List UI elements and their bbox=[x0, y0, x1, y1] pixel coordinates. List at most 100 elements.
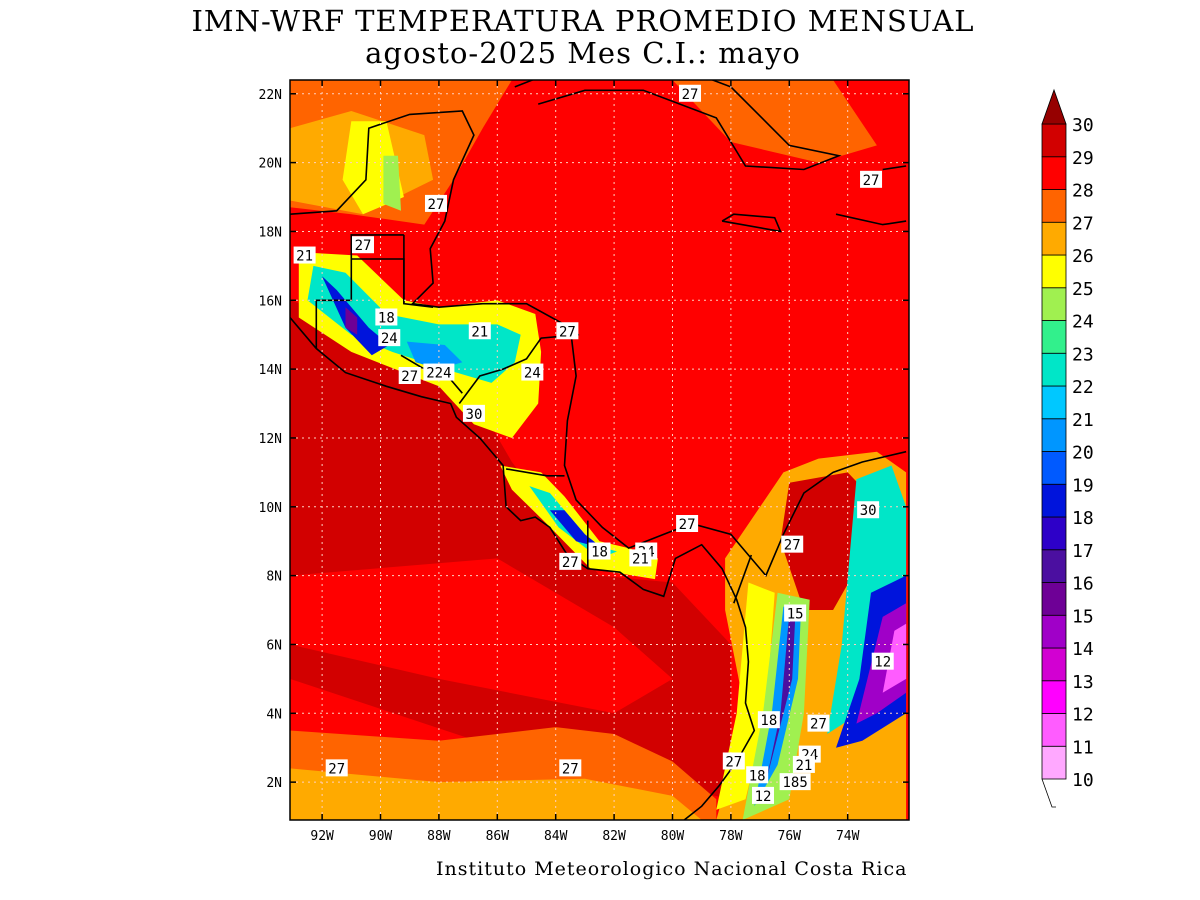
colorbar-label: 27 bbox=[1072, 213, 1094, 234]
contour-label: 12 bbox=[755, 789, 772, 805]
contour-label: 27 bbox=[784, 538, 801, 554]
colorbar-swatch bbox=[1041, 647, 1067, 682]
colorbar-top-arrow bbox=[1041, 88, 1067, 125]
contour-label-box bbox=[752, 786, 775, 804]
colorbar-swatch bbox=[1041, 123, 1067, 158]
title-line-1: IMN-WRF TEMPERATURA PROMEDIO MENSUAL bbox=[191, 4, 975, 38]
contour-labels: 2727272721182421272242724303027271824212… bbox=[293, 84, 894, 805]
contour-label: 27 bbox=[810, 717, 827, 733]
colorbar-swatch bbox=[1041, 549, 1067, 583]
colorbar-label: 30 bbox=[1072, 115, 1094, 136]
contour-label: 27 bbox=[562, 555, 579, 571]
colorbar-swatch bbox=[1041, 221, 1067, 256]
colorbar-label: 24 bbox=[1072, 312, 1094, 333]
lat-tick-label: 4N bbox=[266, 707, 282, 722]
contour-label-box bbox=[378, 329, 401, 347]
contour-label: 15 bbox=[787, 606, 804, 622]
colorbar-swatch bbox=[1041, 680, 1067, 714]
contour-label-box bbox=[860, 170, 883, 188]
contour-label: 30 bbox=[466, 407, 483, 423]
colorbar-label: 23 bbox=[1072, 344, 1094, 365]
lat-tick-label: 20N bbox=[259, 157, 282, 172]
lat-tick-label: 10N bbox=[259, 501, 282, 516]
contour-label-box bbox=[807, 714, 830, 732]
colorbar-swatch bbox=[1041, 189, 1067, 223]
contour-label-box bbox=[722, 752, 745, 770]
contour-label: 27 bbox=[428, 197, 445, 213]
colorbar: 10 11 12 13 14 15 16 17 18 19 20 21 22 23 24 25 26 27 28 29… bbox=[1041, 88, 1094, 808]
credit-text: Instituto Meteorologico Nacional Costa R… bbox=[436, 858, 908, 880]
contour-label: 21 bbox=[632, 551, 649, 567]
lon-tick-label: 86W bbox=[486, 829, 510, 844]
lat-tick-label: 12N bbox=[259, 432, 282, 447]
contour-label: 18 bbox=[378, 310, 395, 326]
colorbar-swatch bbox=[1041, 713, 1067, 747]
lon-tick-label: 78W bbox=[719, 829, 743, 844]
contour-label-box bbox=[462, 404, 485, 422]
colorbar-swatch bbox=[1041, 451, 1067, 485]
colorbar-swatch bbox=[1041, 483, 1067, 518]
contour-label-box bbox=[792, 755, 815, 773]
colorbar-swatch bbox=[1041, 156, 1067, 190]
colorbar-label: 11 bbox=[1072, 737, 1094, 758]
contour-label-box bbox=[423, 363, 455, 381]
lon-tick-label: 90W bbox=[369, 829, 393, 844]
title-line-2: agosto-2025 Mes C.I.: mayo bbox=[365, 36, 801, 70]
contour-label-box bbox=[871, 652, 894, 670]
contour-label: 27 bbox=[725, 754, 742, 770]
colorbar-label: 26 bbox=[1072, 246, 1094, 267]
colorbar-label: 25 bbox=[1072, 279, 1094, 300]
lon-tick-label: 88W bbox=[427, 829, 451, 844]
contour-label-box bbox=[559, 759, 582, 777]
lat-tick-label: 14N bbox=[259, 363, 282, 378]
lon-tick-label: 84W bbox=[544, 829, 568, 844]
contour-label: 27 bbox=[355, 238, 372, 254]
colorbar-label: 28 bbox=[1072, 181, 1094, 202]
lat-tick-label: 6N bbox=[266, 638, 282, 653]
contour-label-box bbox=[779, 773, 811, 791]
colorbar-swatch bbox=[1041, 385, 1067, 420]
colorbar-label: 12 bbox=[1072, 705, 1094, 726]
contour-label-box bbox=[679, 84, 702, 102]
colorbar-label: 17 bbox=[1072, 541, 1094, 562]
contour-label: 24 bbox=[524, 366, 541, 382]
colorbar-label: 20 bbox=[1072, 443, 1094, 464]
colorbar-label: 16 bbox=[1072, 574, 1094, 595]
colorbar-label: 10 bbox=[1072, 770, 1094, 791]
contour-label-box bbox=[757, 711, 780, 729]
contour-label-box bbox=[325, 759, 348, 777]
contour-label: 18 bbox=[760, 713, 777, 729]
colorbar-bottom-arrow bbox=[1041, 778, 1056, 808]
latitude-axis: 2N 4N 6N 8N 10N 12N 14N 16N 18N 20N 22N bbox=[259, 88, 909, 791]
contour-label: 224 bbox=[426, 366, 451, 382]
contour-label-box bbox=[521, 363, 544, 381]
colorbar-label: 21 bbox=[1072, 410, 1094, 431]
coastlines bbox=[290, 80, 907, 820]
colorbar-swatch bbox=[1041, 418, 1067, 452]
contour-label: 21 bbox=[795, 758, 812, 774]
colorbar-swatch bbox=[1041, 352, 1067, 387]
contour-label: 27 bbox=[562, 761, 579, 777]
map-frame bbox=[289, 79, 910, 821]
lon-tick-label: 74W bbox=[836, 829, 860, 844]
contour-label-box bbox=[676, 515, 699, 532]
lat-tick-label: 8N bbox=[266, 570, 282, 585]
colorbar-label: 19 bbox=[1072, 475, 1094, 496]
colorbar-swatch bbox=[1041, 320, 1067, 354]
colorbar-label: 13 bbox=[1072, 672, 1094, 693]
lon-tick-label: 82W bbox=[602, 829, 626, 844]
colorbar-swatch bbox=[1041, 516, 1067, 551]
lat-tick-label: 16N bbox=[259, 294, 282, 309]
contour-label-box bbox=[629, 549, 652, 567]
contour-label-box bbox=[556, 322, 579, 340]
contour-label: 27 bbox=[401, 369, 418, 385]
colorbar-label: 29 bbox=[1072, 148, 1094, 169]
contour-label: 21 bbox=[296, 249, 313, 265]
colorbar-swatch bbox=[1041, 614, 1067, 649]
graticule bbox=[290, 80, 909, 820]
colorbar-swatch bbox=[1041, 582, 1067, 616]
contour-label: 27 bbox=[328, 761, 345, 777]
contour-label: 27 bbox=[679, 517, 696, 533]
contour-label: 21 bbox=[471, 324, 488, 340]
